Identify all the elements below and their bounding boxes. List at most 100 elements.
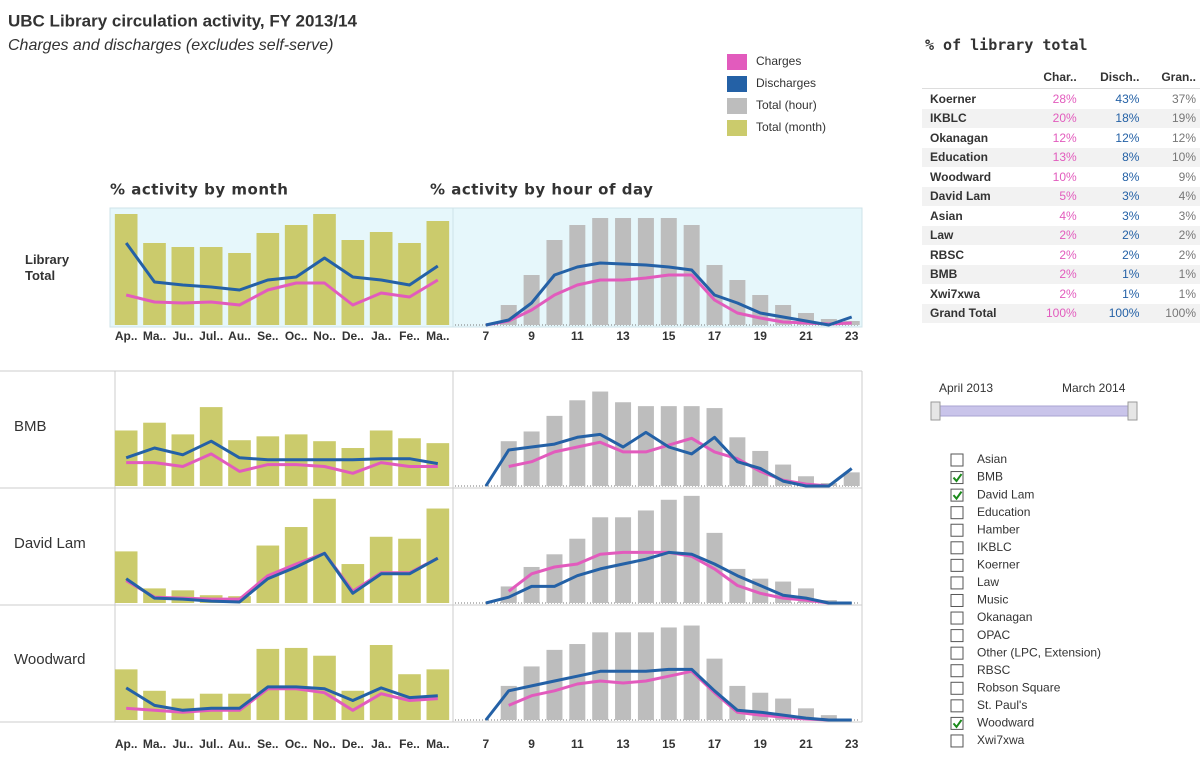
slider-handle[interactable] <box>1127 401 1138 421</box>
bar <box>843 472 860 486</box>
bar <box>592 517 609 603</box>
row-label: David Lam <box>922 186 1026 206</box>
table-value: 2% <box>1178 247 1196 262</box>
x-tick-label: 23 <box>845 737 859 751</box>
checkbox[interactable] <box>950 734 964 748</box>
checkbox[interactable] <box>950 523 964 537</box>
table-value: 1% <box>1143 264 1200 284</box>
x-tick-label: Fe.. <box>399 329 420 343</box>
bar <box>426 221 450 325</box>
row-borders <box>0 370 863 723</box>
bar <box>199 407 223 486</box>
table-row: Education 13% 8% 10% <box>922 147 1200 167</box>
checkbox[interactable] <box>950 453 964 467</box>
line <box>124 242 439 292</box>
bar <box>637 632 654 720</box>
bar <box>592 218 609 325</box>
table-row: Grand Total 100% 100% 100% <box>922 303 1200 323</box>
table-value: 13% <box>1025 147 1081 167</box>
x-tick-label: 15 <box>662 329 676 343</box>
table-value: 1% <box>1178 286 1196 301</box>
line <box>485 261 853 327</box>
checkbox[interactable] <box>950 681 964 695</box>
checkbox[interactable] <box>950 664 964 678</box>
filter-label: BMB <box>977 470 1003 484</box>
table-value: 1% <box>1080 264 1144 284</box>
table-value: 2% <box>1122 247 1140 262</box>
bar <box>706 408 723 486</box>
table-value: 4% <box>1143 186 1200 206</box>
filter-label: Music <box>977 593 1008 607</box>
filter-label: OPAC <box>977 628 1010 642</box>
line <box>125 439 439 466</box>
filter-label: Other (LPC, Extension) <box>977 645 1101 659</box>
bar <box>313 498 336 603</box>
bar <box>143 243 166 325</box>
x-tick-label: Ma.. <box>426 329 449 343</box>
legend-label: Charges <box>756 54 801 68</box>
bar <box>820 319 837 325</box>
bar <box>369 536 393 603</box>
facet-label: Woodward <box>14 651 86 668</box>
table-value: 8% <box>1080 147 1144 167</box>
table-value: 2% <box>1143 225 1200 245</box>
legend-swatch <box>727 120 747 136</box>
checkbox[interactable] <box>950 576 964 590</box>
row-label: Asian <box>930 208 963 223</box>
checkbox[interactable] <box>950 646 964 660</box>
x-tick-label: Se.. <box>257 737 278 751</box>
bar <box>546 554 563 603</box>
filter-label: Robson Square <box>977 680 1061 694</box>
x-tick-label: Oc.. <box>285 329 308 343</box>
line <box>125 551 439 604</box>
table-value: 10% <box>1143 147 1200 167</box>
table-row: IKBLC 20% 18% 19% <box>922 108 1200 128</box>
table-row: Asian 4% 3% 3% <box>922 206 1200 226</box>
row-label: Woodward <box>930 169 992 184</box>
checkbox[interactable] <box>950 629 964 643</box>
checkbox[interactable] <box>950 558 964 572</box>
table-value: 3% <box>1178 208 1196 223</box>
checkbox[interactable] <box>950 593 964 607</box>
table-value: 2% <box>1025 225 1081 245</box>
x-tick-label: Oc.. <box>285 737 308 751</box>
bar <box>615 218 632 325</box>
x-tick-label: 7 <box>483 737 490 751</box>
table-row: David Lam 5% 3% 4% <box>922 186 1200 206</box>
legend-swatch <box>727 54 747 70</box>
table-value: 100% <box>1143 303 1200 323</box>
facet-label: Library Total <box>25 252 70 283</box>
slider-handle[interactable] <box>930 401 941 421</box>
x-tick-label: Ma.. <box>143 329 166 343</box>
row-label: Law <box>922 225 1026 245</box>
checkbox[interactable] <box>950 699 964 713</box>
line <box>125 278 439 307</box>
line <box>125 685 438 712</box>
checkbox[interactable] <box>950 506 964 520</box>
table-value: 2% <box>1025 264 1081 284</box>
checkbox[interactable] <box>950 541 964 555</box>
x-tick-label: 9 <box>528 737 535 751</box>
bar <box>523 275 540 325</box>
bar <box>398 438 421 486</box>
table-value: 18% <box>1080 108 1144 128</box>
bar <box>660 218 677 325</box>
x-tick-label: 7 <box>483 329 490 343</box>
bar <box>637 218 654 325</box>
chart-title: % activity by hour of day <box>430 181 653 199</box>
x-tick-label: De.. <box>342 737 364 751</box>
table-value: 43% <box>1115 91 1140 106</box>
bar <box>114 669 138 720</box>
x-tick-label: 15 <box>662 737 676 751</box>
bar <box>426 443 450 486</box>
table-value: 8% <box>1122 169 1140 184</box>
legend-swatch <box>727 76 747 92</box>
date-end: March 2014 <box>1062 381 1126 395</box>
x-tick-label: Ja.. <box>371 737 391 751</box>
table-value: 20% <box>1025 108 1081 128</box>
checkbox[interactable] <box>950 611 964 625</box>
table-value: 2% <box>1080 225 1144 245</box>
corner <box>922 66 1026 89</box>
slider-track[interactable] <box>934 405 1136 417</box>
table-row: Koerner 28% 43% 37% <box>922 89 1200 109</box>
